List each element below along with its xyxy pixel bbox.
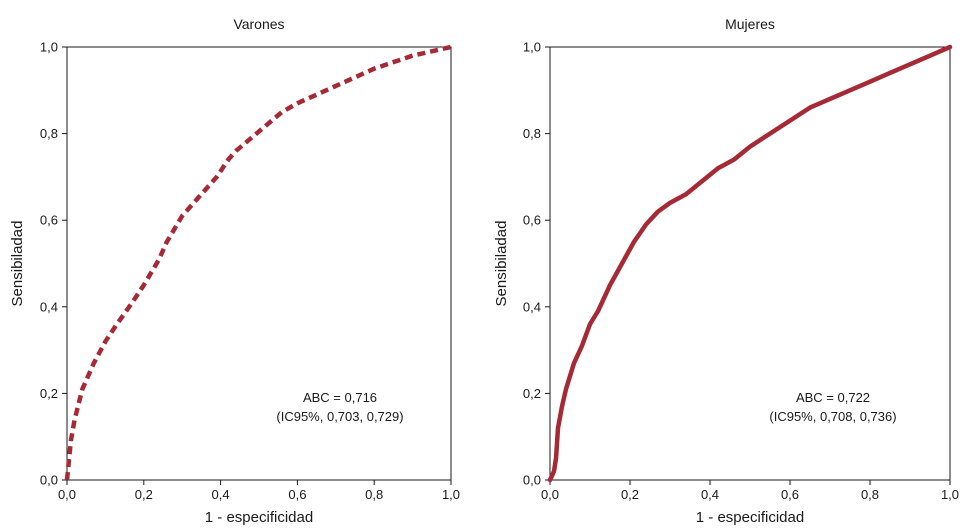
mujeres-x-axis-label: 1 - especificidad — [696, 509, 804, 526]
mujeres-x-tick-label: 0,0 — [541, 487, 559, 502]
mujeres-x-tick-label: 0,4 — [701, 487, 719, 502]
mujeres-y-tick-label: 1,0 — [523, 40, 541, 55]
varones-y-tick-label: 0,6 — [40, 213, 58, 228]
mujeres-chart-title: Mujeres — [725, 16, 775, 32]
varones-x-tick-label: 0,8 — [365, 487, 383, 502]
varones-y-tick-label: 1,0 — [40, 40, 58, 55]
mujeres-y-axis-label: Sensibiladad — [493, 221, 510, 307]
mujeres-y-tick-label: 0,2 — [523, 386, 541, 401]
varones-x-tick-label: 0,4 — [212, 487, 230, 502]
varones-chart-title: Varones — [233, 16, 284, 32]
mujeres-x-tick-label: 0,2 — [621, 487, 639, 502]
varones-x-tick-label: 1,0 — [442, 487, 460, 502]
mujeres-auc-ci: (IC95%, 0,708, 0,736) — [769, 409, 896, 424]
varones-x-tick-label: 0,2 — [135, 487, 153, 502]
varones-auc-ci: (IC95%, 0,703, 0,729) — [276, 409, 403, 424]
varones-plot-frame — [66, 46, 452, 481]
varones-auc-value: ABC = 0,716 — [303, 390, 377, 405]
mujeres-y-tick-label: 0,0 — [523, 473, 541, 488]
varones-y-tick-label: 0,8 — [40, 126, 58, 141]
mujeres-y-tick-label: 0,6 — [523, 213, 541, 228]
mujeres-auc-value: ABC = 0,722 — [796, 390, 870, 405]
mujeres-y-tick-label: 0,4 — [523, 299, 541, 314]
mujeres-roc-curve — [547, 44, 953, 483]
mujeres-x-tick-label: 1,0 — [941, 487, 959, 502]
varones-x-tick-label: 0,0 — [58, 487, 76, 502]
mujeres-plot-frame — [549, 46, 951, 481]
varones-x-axis-label: 1 - especificidad — [205, 509, 313, 526]
varones-roc-curve — [64, 44, 452, 481]
varones-x-tick-label: 0,6 — [288, 487, 306, 502]
varones-y-tick-label: 0,0 — [40, 473, 58, 488]
mujeres-y-tick-label: 0,8 — [523, 126, 541, 141]
mujeres-x-tick-label: 0,8 — [861, 487, 879, 502]
mujeres-x-tick-label: 0,6 — [781, 487, 799, 502]
varones-y-tick-label: 0,2 — [40, 386, 58, 401]
varones-y-tick-label: 0,4 — [40, 299, 58, 314]
varones-y-axis-label: Sensibiladad — [9, 221, 26, 307]
